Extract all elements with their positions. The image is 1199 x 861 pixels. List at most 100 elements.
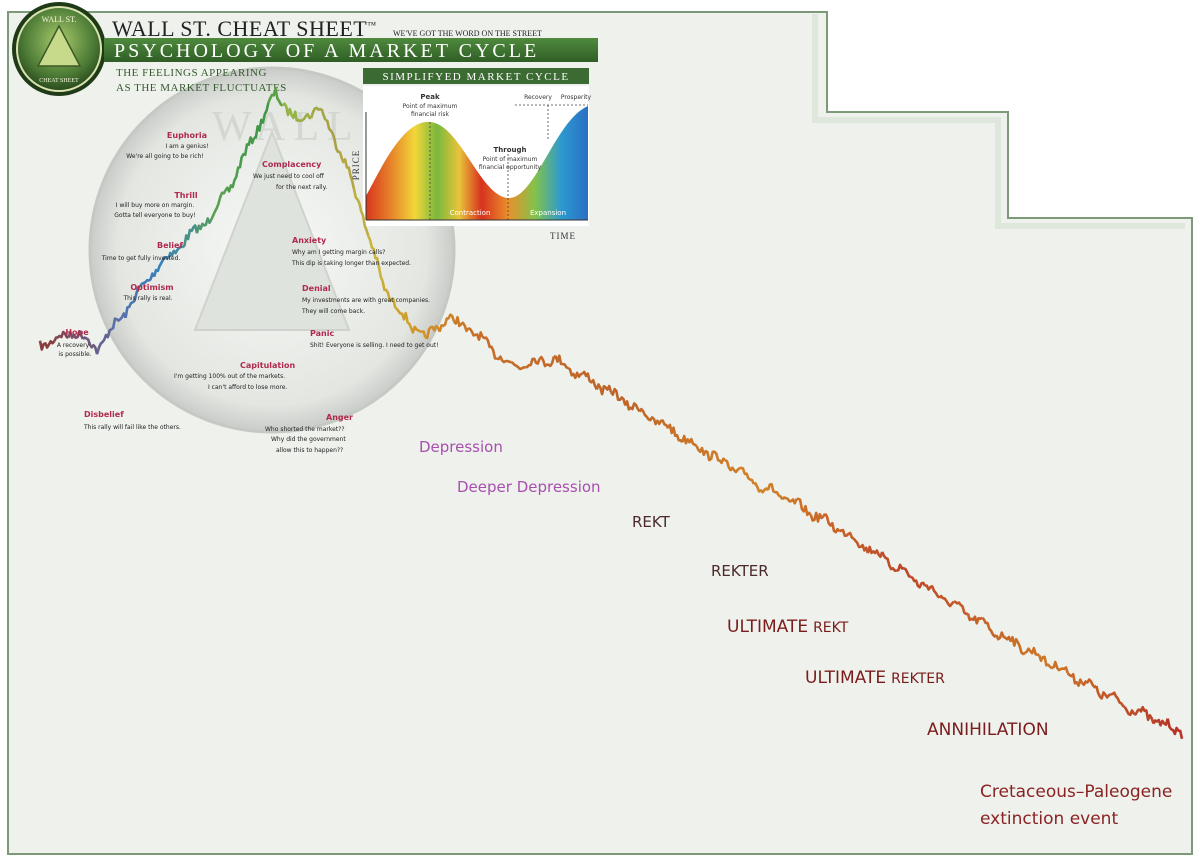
price-line-segment <box>824 512 841 534</box>
price-line-segment <box>995 631 1012 643</box>
euphoria-title: Euphoria <box>167 131 207 140</box>
disbelief-line1: This rally will fail like the others. <box>83 424 181 431</box>
subtitle-line1: THE FEELINGS APPEARING <box>116 67 267 79</box>
complacency-title: Complacency <box>262 160 322 169</box>
inset-prosperity: Prosperity <box>561 94 592 101</box>
price-line-segment <box>409 325 427 338</box>
inset-trough-note1: Point of maximum <box>483 156 538 163</box>
inset-title: SIMPLIFYED MARKET CYCLE <box>382 71 569 83</box>
price-line-segment <box>167 245 184 259</box>
price-line-segment <box>1066 672 1084 687</box>
anger-title: Anger <box>326 413 353 422</box>
price-line-segment <box>438 313 456 333</box>
label-depression: Depression <box>419 438 503 456</box>
price-line-segment <box>624 400 641 413</box>
euphoria-line2: We're all going to be rich! <box>126 153 203 160</box>
price-line-segment <box>981 616 998 638</box>
inset-recovery: Recovery <box>524 94 552 101</box>
hope-line1: A recovery <box>57 342 90 349</box>
subtitle-line2: AS THE MARKET FLUCTUATES <box>116 82 287 94</box>
price-line-segment <box>1009 635 1026 656</box>
price-line-segment <box>95 328 113 355</box>
belief-line1: Time to get fully invested. <box>101 255 181 262</box>
price-line-segment <box>481 335 497 360</box>
stage-labels: Depression Deeper Depression REKT REKTER… <box>419 438 1172 829</box>
price-line-segment <box>796 497 812 517</box>
price-line-segment <box>924 584 941 599</box>
inset-trough: Through <box>494 146 527 154</box>
label-thrill: Thrill I will buy more on margin. Gotta … <box>114 191 198 219</box>
price-line-segment <box>1110 691 1126 709</box>
price-line-segment <box>181 224 199 249</box>
price-line-segment <box>124 285 141 319</box>
thrill-line2: Gotta tell everyone to buy! <box>114 212 195 219</box>
price-line-segment <box>681 434 698 448</box>
label-rekter: REKTER <box>711 562 769 580</box>
complacency-line1: We just need to cool off <box>253 173 325 180</box>
price-line-segment <box>138 272 156 288</box>
price-line-segment <box>395 308 413 329</box>
label-anger: Anger Who shorted the market?? Why did t… <box>265 413 353 454</box>
price-line-segment <box>852 537 870 554</box>
anxiety-line1: Why am I getting margin calls? <box>292 249 385 256</box>
price-line-segment <box>281 102 299 122</box>
belief-title: Belief <box>157 241 183 250</box>
price-line-segment <box>538 355 556 368</box>
denial-title: Denial <box>302 284 331 293</box>
inset-chart: SIMPLIFYED MARKET CYCLE Peak Point of ma… <box>351 68 592 241</box>
price-line-segment <box>695 445 711 462</box>
price-line <box>38 87 1184 740</box>
label-belief: Belief Time to get fully invested. <box>101 241 184 262</box>
anger-line1: Who shorted the market?? <box>265 426 345 433</box>
label-ultimate-rekt: ULTIMATE REKT <box>727 617 849 637</box>
price-line-segment <box>938 594 955 608</box>
label-deeper-depression: Deeper Depression <box>457 478 601 496</box>
price-line-segment <box>1038 654 1054 670</box>
price-line-segment <box>224 166 241 193</box>
price-line-segment <box>753 481 769 494</box>
price-line-segment <box>510 360 526 371</box>
complacency-line2: for the next rally. <box>276 184 327 191</box>
hope-title: Hope <box>65 328 89 337</box>
hope-line2: is possible. <box>58 351 91 358</box>
price-line-segment <box>424 324 441 340</box>
price-line-segment <box>1052 660 1070 674</box>
inset-x-label: TIME <box>550 231 576 241</box>
price-line-segment <box>110 312 127 331</box>
capitulation-line1: I'm getting 100% out of the markets. <box>174 373 285 380</box>
label-disbelief: Disbelief This rally will fail like the … <box>83 410 181 431</box>
price-line-segment <box>195 217 213 234</box>
label-panic: Panic Shit! Everyone is selling. I need … <box>310 329 439 349</box>
price-line-segment <box>553 354 569 370</box>
price-line-segment <box>638 407 655 422</box>
price-line-segment <box>467 326 484 342</box>
denial-line1: My investments are with great companies. <box>302 297 430 304</box>
price-line-segment <box>581 370 598 391</box>
panic-line1: Shit! Everyone is selling. I need to get… <box>310 342 439 349</box>
label-optimism: Optimism This rally is real. <box>122 283 173 302</box>
price-line-segment <box>866 545 884 559</box>
price-line-segment <box>1152 718 1169 727</box>
price-line-segment <box>781 496 798 505</box>
price-line-segment <box>1123 706 1141 717</box>
price-line-segment <box>254 102 270 139</box>
price-line-segment <box>1138 705 1155 725</box>
disbelief-title: Disbelief <box>84 410 124 419</box>
emotion-labels: Euphoria I am a genius! We're all going … <box>57 131 439 454</box>
label-rekt: REKT <box>632 513 671 531</box>
price-line-segment <box>709 450 727 465</box>
price-line-segment <box>1024 646 1040 657</box>
price-line-segment <box>1095 685 1112 700</box>
panic-title: Panic <box>310 329 334 338</box>
chart-title: PSYCHOLOGY OF A MARKET CYCLE <box>114 40 539 62</box>
label-extinction-line2: extinction event <box>980 809 1118 829</box>
price-line-segment <box>1081 678 1098 689</box>
inset-peak: Peak <box>420 93 440 101</box>
anger-line2: Why did the government <box>271 436 346 443</box>
anxiety-title: Anxiety <box>292 236 327 245</box>
inset-trough-note2: financial opportunity <box>479 164 542 171</box>
price-line-segment <box>496 355 512 364</box>
price-line-segment <box>381 280 398 310</box>
price-line-segment <box>525 357 541 369</box>
